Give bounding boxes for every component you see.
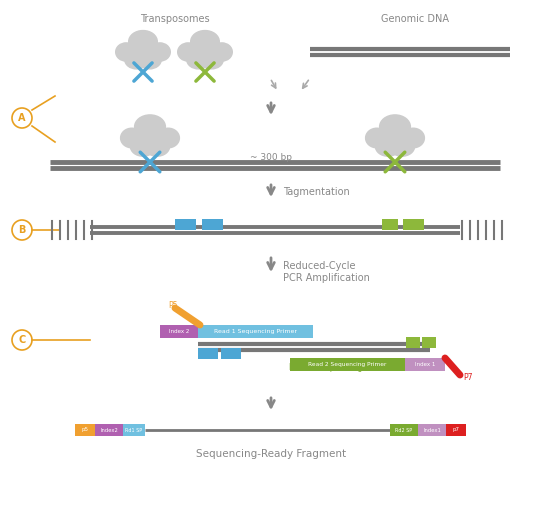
- Bar: [418, 424, 446, 436]
- Text: p7: p7: [453, 428, 460, 432]
- Text: Sequencing-Ready Fragment: Sequencing-Ready Fragment: [196, 449, 346, 459]
- Ellipse shape: [131, 137, 156, 156]
- Bar: [198, 325, 313, 338]
- Text: Rd1 SP: Rd1 SP: [125, 428, 143, 432]
- Bar: [95, 424, 123, 436]
- Text: ~ 300 bp: ~ 300 bp: [250, 152, 292, 162]
- Text: B: B: [18, 225, 25, 235]
- Ellipse shape: [211, 43, 233, 61]
- Bar: [406, 337, 420, 348]
- Text: Index 2: Index 2: [169, 329, 189, 334]
- Ellipse shape: [389, 137, 415, 156]
- Text: Genomic DNA: Genomic DNA: [381, 14, 449, 24]
- Ellipse shape: [178, 43, 198, 61]
- Text: Reduced-Cycle: Reduced-Cycle: [283, 261, 356, 271]
- Bar: [382, 219, 398, 230]
- Bar: [123, 424, 145, 436]
- Ellipse shape: [379, 115, 410, 139]
- Ellipse shape: [121, 128, 143, 148]
- Text: Transposomes: Transposomes: [140, 14, 210, 24]
- Ellipse shape: [144, 137, 170, 156]
- Bar: [290, 358, 405, 371]
- Bar: [446, 424, 466, 436]
- Text: A: A: [18, 113, 26, 123]
- Text: p5: p5: [81, 428, 88, 432]
- Bar: [403, 219, 424, 230]
- Text: P7: P7: [463, 373, 473, 383]
- Bar: [221, 348, 241, 359]
- Text: Index1: Index1: [423, 428, 441, 432]
- Bar: [202, 219, 223, 230]
- Text: Read 2 Sequencing Primer: Read 2 Sequencing Primer: [289, 364, 391, 372]
- Text: Read 1 Sequencing Primer: Read 1 Sequencing Primer: [214, 329, 297, 334]
- Text: Index2: Index2: [100, 428, 118, 432]
- Bar: [160, 325, 198, 338]
- Ellipse shape: [200, 51, 223, 69]
- Ellipse shape: [134, 115, 165, 139]
- Ellipse shape: [366, 128, 388, 148]
- Text: C: C: [18, 335, 25, 345]
- Bar: [75, 424, 95, 436]
- Ellipse shape: [150, 43, 170, 61]
- Ellipse shape: [157, 128, 179, 148]
- Bar: [422, 337, 436, 348]
- Text: Rd2 SP: Rd2 SP: [396, 428, 412, 432]
- Bar: [198, 348, 218, 359]
- Text: Tagmentation: Tagmentation: [283, 187, 350, 197]
- Ellipse shape: [138, 51, 161, 69]
- Ellipse shape: [115, 43, 137, 61]
- Ellipse shape: [125, 51, 148, 69]
- Ellipse shape: [402, 128, 424, 148]
- Ellipse shape: [187, 51, 210, 69]
- Text: PCR Amplification: PCR Amplification: [283, 273, 370, 283]
- Text: P5: P5: [168, 301, 177, 309]
- Text: Index 1: Index 1: [415, 362, 435, 367]
- Ellipse shape: [128, 30, 157, 53]
- Bar: [175, 219, 196, 230]
- Ellipse shape: [191, 30, 220, 53]
- Bar: [405, 358, 445, 371]
- Ellipse shape: [376, 137, 401, 156]
- Bar: [390, 424, 418, 436]
- Text: Read 2 Sequencing Primer: Read 2 Sequencing Primer: [308, 362, 386, 367]
